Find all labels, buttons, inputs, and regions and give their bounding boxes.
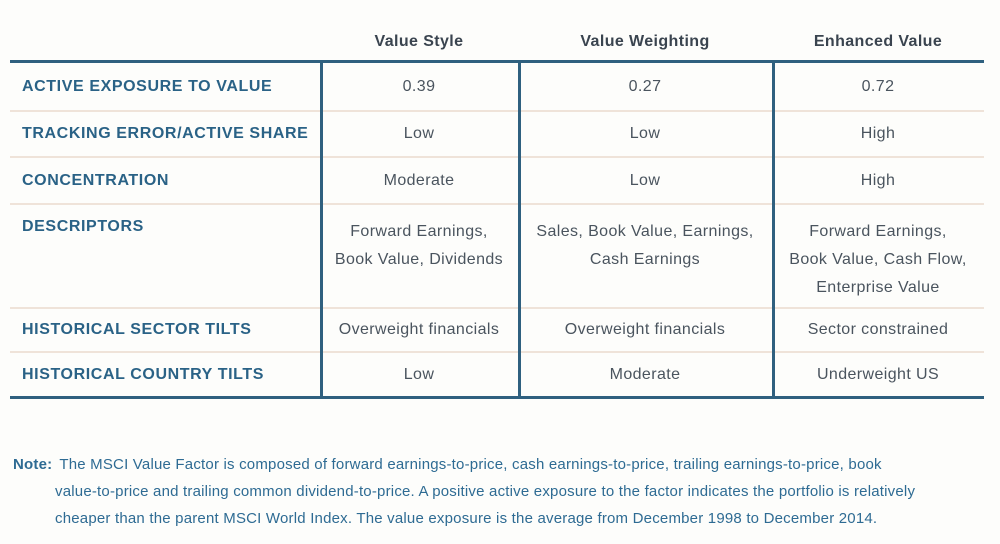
footnote-line: cheaper than the parent MSCI World Index… <box>55 510 878 527</box>
column-divider <box>320 63 323 396</box>
row-label: DESCRIPTORS <box>22 218 144 235</box>
cell-value: Low <box>403 365 435 383</box>
cell-value: Overweight financials <box>338 321 500 338</box>
cell-value: Forward Earnings, Book Value, Cash Flow,… <box>789 223 967 296</box>
footnote-line: Note: The MSCI Value Factor is composed o… <box>13 451 1000 478</box>
column-divider <box>518 63 521 396</box>
column-header-value-style: Value Style <box>374 33 464 50</box>
row-label: HISTORICAL SECTOR TILTS <box>22 321 252 338</box>
note-label: Note: <box>13 456 53 473</box>
table-row-sector-tilts: HISTORICAL SECTOR TILTS Overweight finan… <box>10 307 984 351</box>
cell-value: High <box>860 125 896 142</box>
row-label: CONCENTRATION <box>22 171 170 189</box>
column-divider <box>772 63 775 396</box>
cell-value: Moderate <box>609 365 681 383</box>
row-label: TRACKING ERROR/ACTIVE SHARE <box>22 125 309 142</box>
column-header-enhanced-value: Enhanced Value <box>813 33 943 50</box>
footnote-line: value-to-price and trailing common divid… <box>55 483 916 500</box>
cell-value: Forward Earnings, Book Value, Dividends <box>334 223 504 268</box>
comparison-table: Value Style Value Weighting Enhanced Val… <box>10 0 984 399</box>
footnote-text: The MSCI Value Factor is composed of for… <box>59 456 882 473</box>
table-body: ACTIVE EXPOSURE TO VALUE 0.39 0.27 0.72 … <box>10 60 984 399</box>
cell-value: Moderate <box>383 171 455 189</box>
cell-value: Sector constrained <box>807 321 949 338</box>
row-label: ACTIVE EXPOSURE TO VALUE <box>22 77 273 95</box>
header-spacer <box>10 0 320 60</box>
cell-value: Low <box>403 125 435 142</box>
cell-value: Underweight US <box>816 365 940 383</box>
cell-value: Sales, Book Value, Earnings, Cash Earnin… <box>536 223 754 268</box>
table-row-country-tilts: HISTORICAL COUNTRY TILTS Low Moderate Un… <box>10 351 984 396</box>
table-header-row: Value Style Value Weighting Enhanced Val… <box>10 0 984 60</box>
cell-value: 0.27 <box>628 77 662 95</box>
table-row-tracking-error: TRACKING ERROR/ACTIVE SHARE Low Low High <box>10 110 984 156</box>
cell-value: 0.39 <box>402 77 436 95</box>
row-label: HISTORICAL COUNTRY TILTS <box>22 365 264 383</box>
table-row-active-exposure: ACTIVE EXPOSURE TO VALUE 0.39 0.27 0.72 <box>10 63 984 110</box>
cell-value: Low <box>629 125 661 142</box>
table-row-concentration: CONCENTRATION Moderate Low High <box>10 156 984 203</box>
cell-value: High <box>860 171 896 189</box>
column-header-value-weighting: Value Weighting <box>580 33 710 50</box>
cell-value: 0.72 <box>861 77 895 95</box>
table-row-descriptors: DESCRIPTORS Forward Earnings, Book Value… <box>10 203 984 307</box>
cell-value: Overweight financials <box>564 321 726 338</box>
footnote: Note: The MSCI Value Factor is composed o… <box>13 451 1000 532</box>
cell-value: Low <box>629 171 661 189</box>
